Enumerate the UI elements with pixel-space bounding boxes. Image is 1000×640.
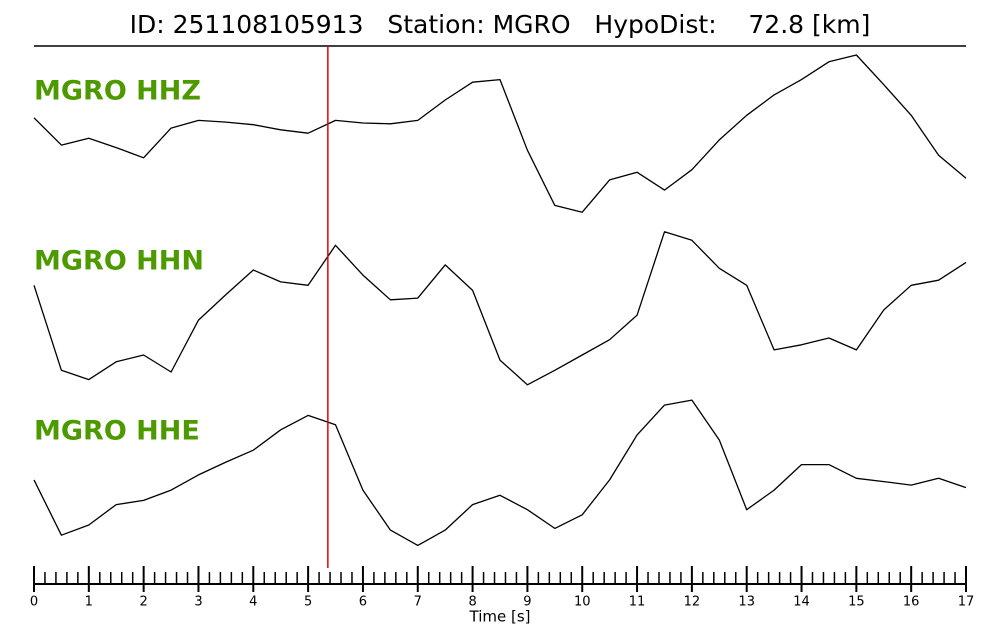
trace: [33, 231, 967, 386]
x-tick-label: 8: [468, 595, 476, 610]
x-tick-label: 9: [523, 595, 531, 610]
trace-label: MGRO HHZ: [34, 76, 201, 107]
chart-title: ID: 251108105913 Station: MGRO HypoDist:…: [130, 10, 871, 39]
x-tick-label: 0: [30, 595, 38, 610]
x-axis-label: Time [s]: [469, 608, 531, 626]
x-tick-label: 1: [85, 595, 93, 610]
x-tick-label: 10: [574, 595, 591, 610]
trace: [33, 54, 967, 213]
x-tick-label: 15: [848, 595, 865, 610]
x-tick-label: 16: [903, 595, 920, 610]
x-tick-label: 4: [249, 595, 257, 610]
x-tick-label: 2: [140, 595, 148, 610]
x-tick-label: 14: [793, 595, 810, 610]
x-tick-label: 13: [738, 595, 755, 610]
x-tick-label: 5: [304, 595, 312, 610]
x-tick-label: 11: [629, 595, 646, 610]
trace-label: MGRO HHE: [34, 416, 200, 447]
trace: [33, 399, 967, 547]
x-tick-label: 12: [684, 595, 701, 610]
trace-label: MGRO HHN: [34, 246, 204, 277]
x-tick-label: 3: [194, 595, 202, 610]
x-tick-label: 17: [958, 595, 975, 610]
x-tick-label: 7: [414, 595, 422, 610]
x-tick-label: 6: [359, 595, 367, 610]
